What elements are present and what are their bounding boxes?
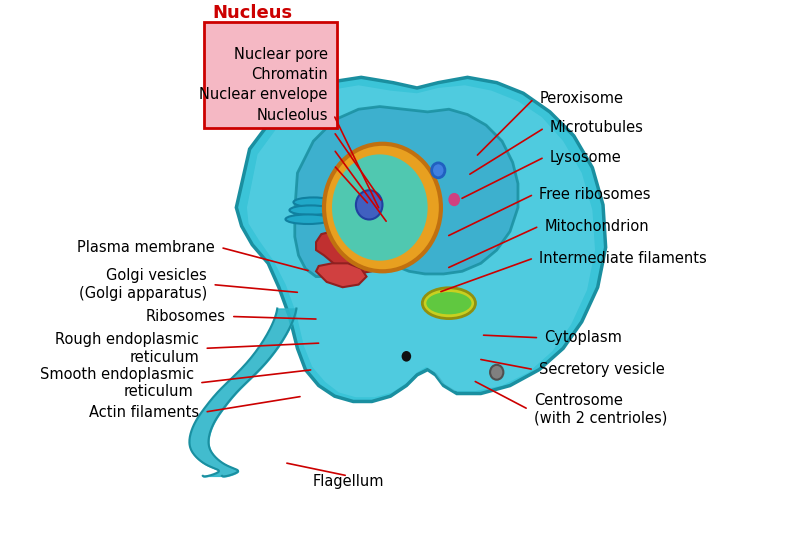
Text: Nuclear envelope: Nuclear envelope [199,88,328,103]
Ellipse shape [422,288,475,318]
Text: Free ribosomes: Free ribosomes [539,187,650,202]
Text: Cytoplasm: Cytoplasm [545,330,622,345]
Text: Ribosomes: Ribosomes [146,309,226,324]
Ellipse shape [402,351,411,361]
Text: Nucleolus: Nucleolus [256,107,328,122]
Text: Nucleus: Nucleus [213,4,293,21]
Text: Plasma membrane: Plasma membrane [78,240,215,255]
Text: Intermediate filaments: Intermediate filaments [539,251,707,265]
Text: Peroxisome: Peroxisome [539,91,623,106]
Ellipse shape [290,206,332,215]
Ellipse shape [448,193,460,206]
Ellipse shape [286,214,330,224]
Text: Actin filaments: Actin filaments [89,404,199,419]
Polygon shape [247,85,595,397]
Ellipse shape [294,198,334,207]
Polygon shape [294,106,518,277]
Ellipse shape [324,144,441,271]
Text: Rough endoplasmic
reticulum: Rough endoplasmic reticulum [55,332,199,365]
Ellipse shape [490,365,503,380]
Text: Golgi vesicles
(Golgi apparatus): Golgi vesicles (Golgi apparatus) [79,268,207,301]
Text: Centrosome
(with 2 centrioles): Centrosome (with 2 centrioles) [534,393,667,426]
Text: Nuclear pore: Nuclear pore [234,47,328,62]
Text: Flagellum: Flagellum [312,474,384,489]
Text: Chromatin: Chromatin [251,67,328,82]
Ellipse shape [356,190,382,220]
Text: Mitochondrion: Mitochondrion [545,219,649,234]
Polygon shape [236,77,606,402]
Text: Smooth endoplasmic
reticulum: Smooth endoplasmic reticulum [40,367,194,399]
FancyBboxPatch shape [205,21,338,128]
Text: Lysosome: Lysosome [550,149,622,164]
Polygon shape [316,231,380,274]
Text: Microtubules: Microtubules [550,120,644,135]
Text: Secretory vesicle: Secretory vesicle [539,362,665,377]
Ellipse shape [432,163,445,178]
Polygon shape [316,263,366,287]
Ellipse shape [332,155,428,260]
Ellipse shape [426,292,471,314]
